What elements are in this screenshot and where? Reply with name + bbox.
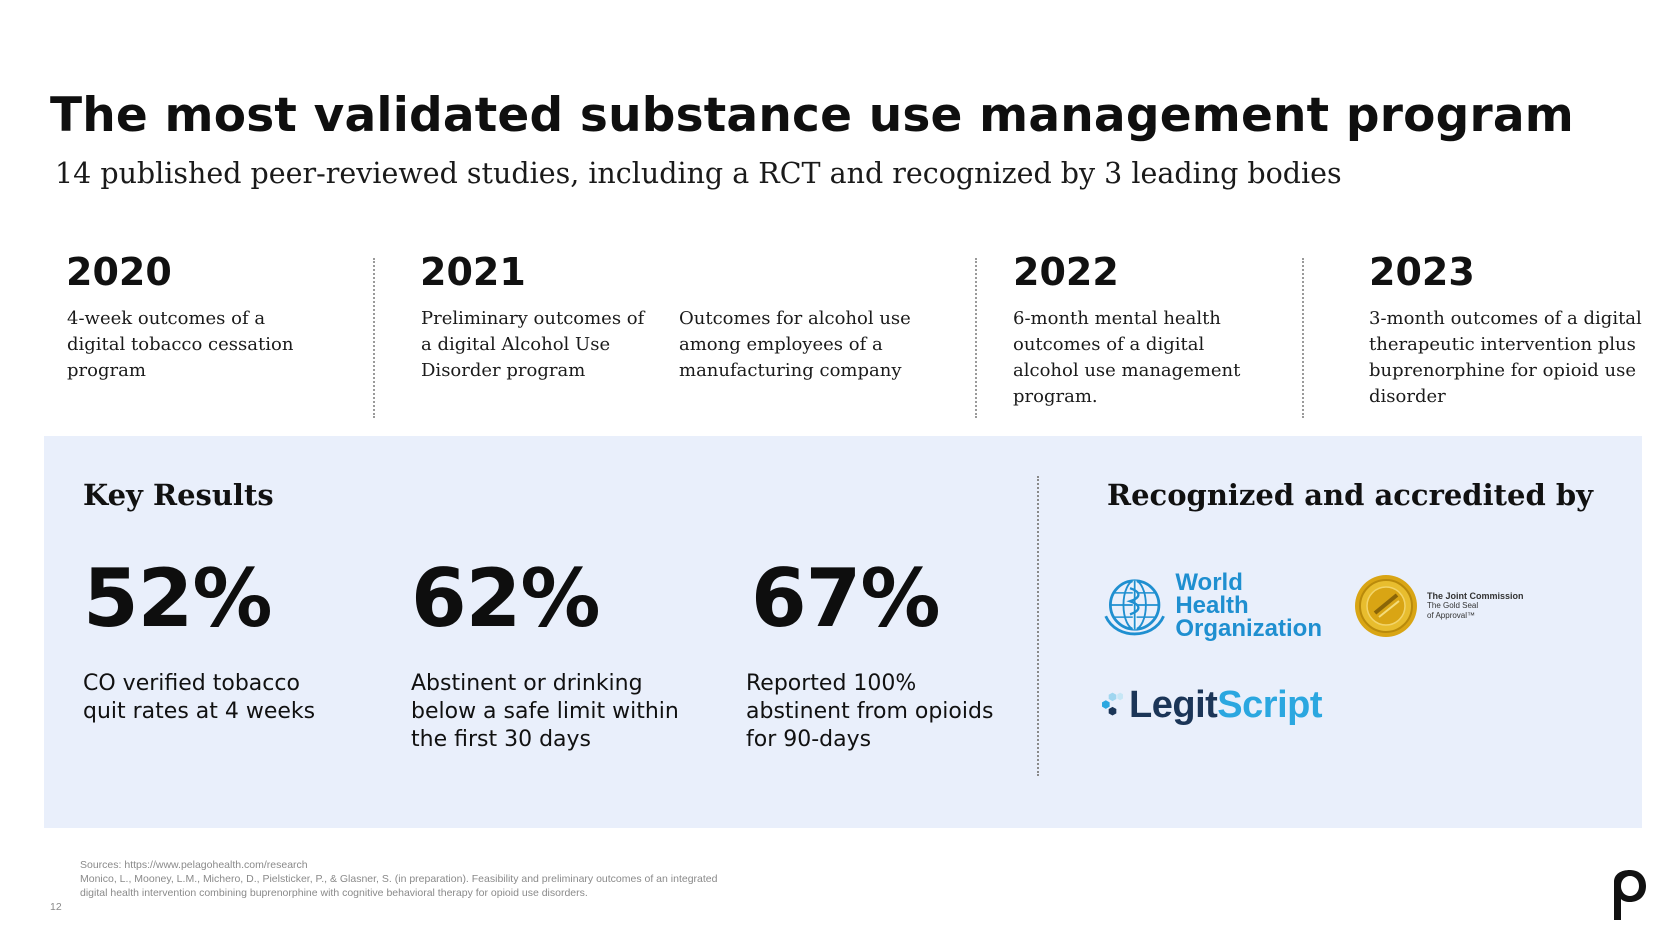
joint-commission-tagline-2: of Approval™ xyxy=(1427,611,1476,620)
recognition-heading: Recognized and accredited by xyxy=(1107,478,1593,512)
timeline-year-2021: 2021 xyxy=(420,250,526,294)
page-title: The most validated substance use managem… xyxy=(50,88,1574,143)
timeline-divider xyxy=(975,258,977,418)
legitscript-part-2: Script xyxy=(1217,683,1322,726)
study-2022-mental-health: 6-month mental health outcomes of a digi… xyxy=(1013,308,1241,407)
study-2021-alcohol-use-disorder: Preliminary outcomes of a digital Alcoho… xyxy=(421,308,645,381)
legitscript-hexagons-icon xyxy=(1102,692,1124,716)
pelago-logo-icon xyxy=(1614,870,1646,920)
timeline-year-2023: 2023 xyxy=(1369,250,1475,294)
who-logo: World Health Organization xyxy=(1102,568,1322,642)
who-line-1: World Health xyxy=(1175,568,1249,619)
panel-divider xyxy=(1037,476,1039,776)
legitscript-wordmark: LegitScript xyxy=(1129,684,1322,727)
stat-alcohol-label: Abstinent or drinking below a safe limit… xyxy=(411,671,679,752)
sources-footnote: Sources: https://www.pelagohealth.com/re… xyxy=(80,858,720,900)
joint-commission-name: The Joint Commission xyxy=(1427,591,1524,601)
who-wordmark: World Health Organization xyxy=(1175,568,1322,642)
sources-citation: Monico, L., Mooney, L.M., Michero, D., P… xyxy=(80,873,718,899)
page-subtitle: 14 published peer-reviewed studies, incl… xyxy=(55,157,1342,190)
stat-tobacco-value: 52% xyxy=(83,552,272,645)
stat-alcohol-value: 62% xyxy=(411,552,600,645)
study-2020-tobacco: 4-week outcomes of a digital tobacco ces… xyxy=(67,308,294,381)
stat-opioid-label: Reported 100% abstinent from opioids for… xyxy=(746,671,994,752)
stat-tobacco-label: CO verified tobacco quit rates at 4 week… xyxy=(83,671,316,724)
stat-opioid-value: 67% xyxy=(751,552,940,645)
page-number: 12 xyxy=(50,901,62,913)
legitscript-part-1: Legit xyxy=(1129,683,1218,726)
timeline-divider xyxy=(1302,258,1304,418)
joint-commission-wordmark: The Joint Commission The Gold Seal of Ap… xyxy=(1427,591,1524,621)
study-2023-opioid-use: 3-month outcomes of a digital therapeuti… xyxy=(1369,308,1642,407)
who-emblem-icon xyxy=(1104,579,1165,636)
joint-commission-tagline-1: The Gold Seal xyxy=(1427,601,1479,610)
timeline-year-2020: 2020 xyxy=(66,250,172,294)
who-line-2: Organization xyxy=(1175,614,1322,642)
gold-seal-icon xyxy=(1355,575,1417,637)
timeline-year-2022: 2022 xyxy=(1013,250,1119,294)
sources-label: Sources: https://www.pelagohealth.com/re… xyxy=(80,859,308,871)
timeline-divider xyxy=(373,258,375,418)
study-2021-employees-alcohol: Outcomes for alcohol use among employees… xyxy=(679,308,911,381)
joint-commission-logo: The Joint Commission The Gold Seal of Ap… xyxy=(1353,572,1533,640)
legitscript-logo: LegitScript xyxy=(1102,670,1322,740)
key-results-heading: Key Results xyxy=(83,478,274,512)
